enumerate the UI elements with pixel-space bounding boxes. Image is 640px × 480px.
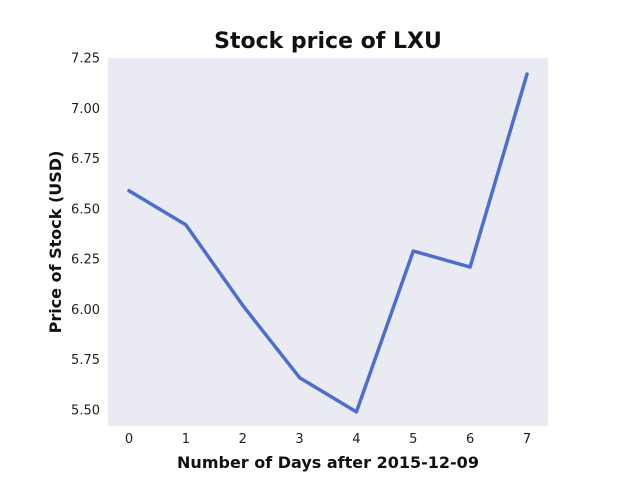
y-tick-labels: 5.50 5.75 6.00 6.25 6.50 6.75 7.00 7.25	[71, 52, 100, 419]
y-tick-label: 6.75	[71, 152, 100, 167]
data-points	[127, 72, 529, 414]
x-tick-label: 7	[523, 432, 531, 447]
data-point	[468, 265, 472, 269]
plot-area	[108, 58, 548, 426]
x-axis-label: Number of Days after 2015-12-09	[177, 453, 479, 472]
y-tick-label: 6.50	[71, 202, 100, 217]
data-point	[354, 410, 358, 414]
y-tick-label: 6.25	[71, 253, 100, 268]
x-tick-label: 6	[466, 432, 474, 447]
y-tick-label: 5.50	[71, 403, 100, 418]
y-tick-label: 6.00	[71, 303, 100, 318]
y-axis-label: Price of Stock (USD)	[46, 151, 65, 334]
y-tick-label: 5.75	[71, 353, 100, 368]
x-tick-labels: 0 1 2 3 4 5 6 7	[125, 432, 531, 447]
data-point	[184, 223, 188, 227]
x-tick-label: 2	[239, 432, 247, 447]
y-tick-label: 7.25	[71, 52, 100, 67]
data-point	[525, 72, 529, 76]
data-point	[127, 189, 131, 193]
data-point	[298, 376, 302, 380]
x-tick-label: 5	[409, 432, 417, 447]
data-point	[241, 303, 245, 307]
x-tick-label: 1	[182, 432, 190, 447]
chart-title: Stock price of LXU	[214, 29, 442, 54]
data-point	[411, 249, 415, 253]
x-tick-label: 4	[352, 432, 360, 447]
x-tick-label: 3	[295, 432, 303, 447]
series-line	[127, 72, 529, 414]
y-tick-label: 7.00	[71, 102, 100, 117]
x-tick-label: 0	[125, 432, 133, 447]
